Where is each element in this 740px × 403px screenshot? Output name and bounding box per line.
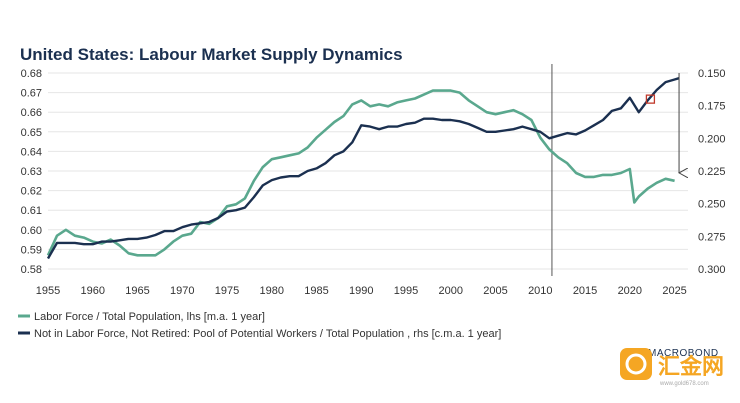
chart-title: United States: Labour Market Supply Dyna… bbox=[20, 45, 403, 64]
y-left-tick-label: 0.62 bbox=[21, 186, 42, 198]
watermark-icon-ring bbox=[625, 353, 647, 375]
x-tick-label: 2005 bbox=[483, 285, 507, 297]
x-tick-label: 2015 bbox=[573, 285, 597, 297]
x-tick-label: 1960 bbox=[81, 285, 105, 297]
y-right-tick-label: 0.300 bbox=[698, 264, 726, 276]
x-tick-label: 1965 bbox=[125, 285, 149, 297]
x-tick-label: 1990 bbox=[349, 285, 373, 297]
x-tick-label: 1980 bbox=[260, 285, 284, 297]
y-left-tick-label: 0.67 bbox=[21, 88, 42, 100]
series-line-not-in-labor-force bbox=[46, 77, 680, 260]
y-left-tick-label: 0.59 bbox=[21, 244, 42, 256]
watermark: 汇金网 www.gold678.com bbox=[620, 348, 724, 387]
legend-label-not-in-labor-force: Not in Labor Force, Not Retired: Pool of… bbox=[34, 328, 501, 340]
x-tick-label: 1995 bbox=[394, 285, 418, 297]
y-right-tick-label: 0.175 bbox=[698, 101, 726, 113]
highlight-marker bbox=[645, 94, 656, 104]
brand-logo: MACROBOND bbox=[648, 348, 719, 359]
y-left-tick-label: 0.60 bbox=[21, 225, 42, 237]
y-left-tick-label: 0.63 bbox=[21, 166, 42, 178]
watermark-text: 汇金网 bbox=[658, 354, 724, 379]
y-left-tick-label: 0.65 bbox=[21, 127, 42, 139]
watermark-url: www.gold678.com bbox=[659, 381, 709, 387]
x-tick-label: 2000 bbox=[439, 285, 463, 297]
y-left-tick-label: 0.68 bbox=[21, 68, 42, 80]
y-left-tick-label: 0.66 bbox=[21, 107, 42, 119]
legend: Labor Force / Total Population, lhs [m.a… bbox=[18, 311, 501, 340]
series-lines bbox=[46, 77, 680, 260]
y-right-tick-label: 0.250 bbox=[698, 199, 726, 211]
x-tick-label: 2010 bbox=[528, 285, 552, 297]
x-tick-label: 1970 bbox=[170, 285, 194, 297]
x-tick-label: 1985 bbox=[304, 285, 328, 297]
tick-labels: 0.58 0.59 0.60 0.61 0.62 0.63 0.64 0.65 0.66 0.67… bbox=[21, 68, 726, 297]
x-tick-label: 1955 bbox=[36, 285, 60, 297]
y-left-tick-label: 0.61 bbox=[21, 205, 42, 217]
x-tick-label: 2025 bbox=[662, 285, 686, 297]
y-left-tick-label: 0.64 bbox=[21, 146, 42, 158]
x-tick-label: 2020 bbox=[618, 285, 642, 297]
y-right-tick-label: 0.150 bbox=[698, 68, 726, 80]
y-right-tick-label: 0.275 bbox=[698, 231, 726, 243]
legend-label-labor-force: Labor Force / Total Population, lhs [m.a… bbox=[34, 311, 265, 323]
y-right-tick-label: 0.200 bbox=[698, 133, 726, 145]
series-line-labor-force bbox=[46, 89, 675, 257]
grid bbox=[48, 72, 688, 270]
x-tick-label: 1975 bbox=[215, 285, 239, 297]
y-right-tick-label: 0.225 bbox=[698, 166, 726, 178]
y-left-tick-label: 0.58 bbox=[21, 264, 42, 276]
watermark-icon bbox=[620, 348, 652, 380]
